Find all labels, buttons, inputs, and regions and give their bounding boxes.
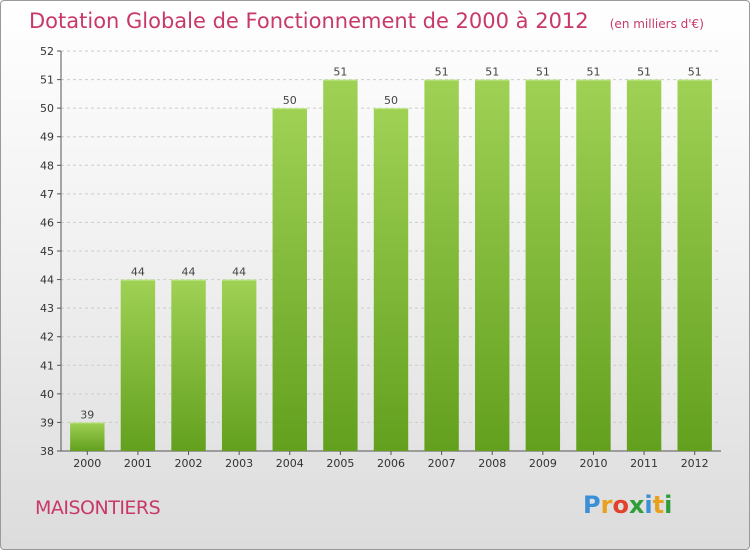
x-tick-label: 2005 <box>326 457 354 470</box>
y-tick-label: 47 <box>40 188 54 201</box>
data-label: 44 <box>182 266 196 279</box>
x-tick-label: 2002 <box>175 457 203 470</box>
x-tick-label: 2012 <box>681 457 709 470</box>
y-tick-label: 39 <box>40 416 54 429</box>
data-label: 51 <box>688 66 702 79</box>
bar-layer <box>70 79 712 452</box>
x-tick-label: 2000 <box>73 457 101 470</box>
bar-2012 <box>677 79 712 452</box>
municipality-name: MAISONTIERS <box>35 497 161 519</box>
y-tick-label: 41 <box>40 359 54 372</box>
data-label: 51 <box>485 66 499 79</box>
logo-letter: P <box>583 491 601 519</box>
y-tick-label: 45 <box>40 245 54 258</box>
data-label: 51 <box>333 66 347 79</box>
data-label: 51 <box>435 66 449 79</box>
y-tick-label: 43 <box>40 302 54 315</box>
y-tick-label: 52 <box>40 45 54 58</box>
x-tick-label: 2010 <box>579 457 607 470</box>
y-tick-label: 38 <box>40 445 54 458</box>
logo-letter: r <box>600 491 613 519</box>
data-label: 51 <box>637 66 651 79</box>
data-label: 44 <box>131 266 145 279</box>
y-tick-label: 42 <box>40 331 54 344</box>
x-tick-label: 2003 <box>225 457 253 470</box>
x-tick-label: 2011 <box>630 457 658 470</box>
data-label: 39 <box>80 408 94 421</box>
x-tick-label: 2008 <box>478 457 506 470</box>
chart-unit: (en milliers d'€) <box>609 17 704 31</box>
bar-2001 <box>120 279 156 451</box>
data-label: 50 <box>384 94 398 107</box>
bar-2011 <box>626 79 662 452</box>
bar-2005 <box>323 79 358 452</box>
label-layer: 39 44 44 44 50 51 50 51 51 51 51 51 51 <box>80 66 701 422</box>
x-tick-label: 2007 <box>428 457 456 470</box>
bar-2010 <box>576 79 611 452</box>
x-tick-label: 2004 <box>276 457 304 470</box>
y-tick-label: 48 <box>40 159 54 172</box>
bar-2006 <box>373 108 409 452</box>
y-tick-label: 44 <box>40 274 54 287</box>
logo-letter: o <box>612 491 629 519</box>
logo-letter: i <box>644 491 653 519</box>
bar-2004 <box>272 108 307 452</box>
title-row: Dotation Globale de Fonctionnement de 20… <box>29 9 704 33</box>
data-label: 50 <box>283 94 297 107</box>
bar-2007 <box>424 79 459 452</box>
y-tick-label: 40 <box>40 388 54 401</box>
data-label: 51 <box>536 66 550 79</box>
data-label: 51 <box>586 66 600 79</box>
bar-2000 <box>70 422 105 451</box>
y-tick-label: 50 <box>40 102 54 115</box>
y-tick-label: 51 <box>40 74 54 87</box>
bar-2009 <box>525 79 561 452</box>
bar-2008 <box>475 79 510 452</box>
logo-letter: i <box>664 491 673 519</box>
y-tick-label: 49 <box>40 131 54 144</box>
logo-letter: t <box>652 491 665 519</box>
x-tick-label: 2009 <box>529 457 557 470</box>
x-tick-label: 2006 <box>377 457 405 470</box>
bar-2003 <box>221 279 257 451</box>
bar-2002 <box>171 279 206 451</box>
proxiti-logo[interactable]: Proxiti <box>583 491 672 519</box>
data-label: 44 <box>232 266 246 279</box>
y-tick-label: 46 <box>40 216 54 229</box>
logo-letter: x <box>628 491 645 519</box>
x-tick-label: 2001 <box>124 457 152 470</box>
chart-title: Dotation Globale de Fonctionnement de 20… <box>29 9 589 33</box>
